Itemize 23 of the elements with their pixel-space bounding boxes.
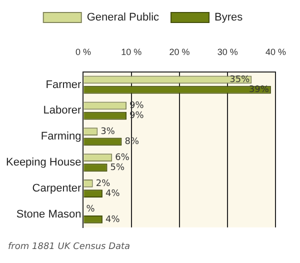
y-tick-label: Laborer (43, 104, 82, 117)
text: from 1881 UK Census Data (8, 242, 130, 252)
y-tick-label: Carpenter (32, 182, 82, 195)
data-label: % (86, 204, 96, 215)
y-tick-label: Keeping House (6, 156, 82, 169)
x-tick-label: 20 % (169, 46, 190, 57)
legend-label: Byres (214, 12, 244, 24)
data-label: 35% (230, 75, 250, 86)
data-label: 6% (115, 152, 130, 163)
data-label: 4% (105, 214, 120, 225)
data-label: 39% (248, 85, 270, 96)
y-tick-label: Farmer (46, 78, 82, 91)
data-label: 5% (110, 162, 126, 173)
data-label: 2% (96, 178, 111, 189)
x-tick-label: 0 % (75, 46, 91, 57)
x-tick-label: 10 % (121, 46, 142, 57)
legend-label: General Public (86, 12, 160, 24)
data-label: 4% (105, 188, 120, 199)
x-tick-label: 40 % (265, 46, 286, 57)
y-tick-label: Stone Mason (16, 208, 82, 220)
data-label: 3% (100, 126, 116, 137)
x-tick-label: 30 % (217, 46, 238, 57)
y-tick-label: Farming (40, 130, 82, 143)
